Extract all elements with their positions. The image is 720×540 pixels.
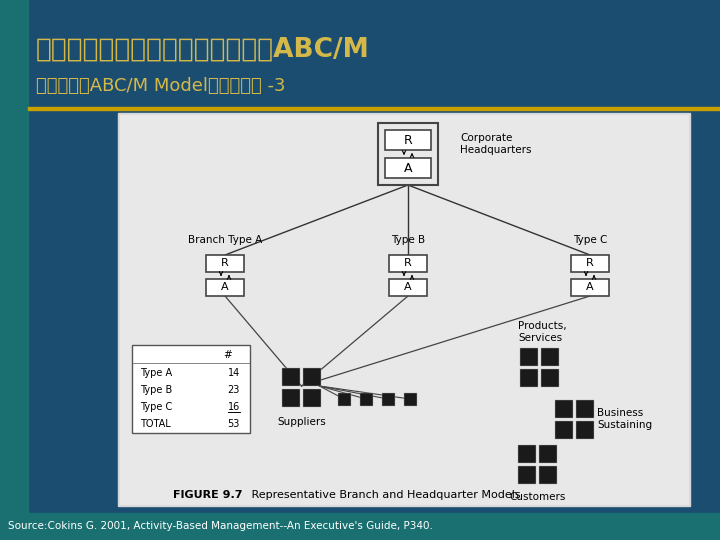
Text: Customers: Customers [509, 492, 566, 502]
Bar [378, 123, 438, 185]
Bar [385, 130, 431, 150]
Text: Suppliers: Suppliers [277, 417, 326, 427]
Bar [389, 279, 427, 296]
Bar [518, 466, 536, 484]
Bar [541, 369, 559, 387]
Bar [338, 393, 351, 406]
Text: R: R [404, 259, 412, 268]
Bar [382, 393, 395, 406]
Text: Branch Type A: Branch Type A [188, 235, 262, 245]
Text: TOTAL: TOTAL [140, 419, 171, 429]
Text: Type B: Type B [140, 385, 172, 395]
Text: 特殊個案的ABC/M Model設計與架構 -3: 特殊個案的ABC/M Model設計與架構 -3 [36, 77, 286, 95]
Text: Source:Cokins G. 2001, Activity-Based Management--An Executive's Guide, P340.: Source:Cokins G. 2001, Activity-Based Ma… [8, 521, 433, 531]
Bar [360, 393, 373, 406]
Text: Type A: Type A [140, 368, 172, 378]
Text: Representative Branch and Headquarter Models: Representative Branch and Headquarter Mo… [241, 490, 521, 500]
Bar [385, 158, 431, 178]
Bar [555, 421, 573, 439]
Bar [404, 393, 417, 406]
Bar [541, 348, 559, 366]
Text: A: A [586, 282, 594, 293]
Bar [303, 389, 321, 407]
Bar [571, 279, 609, 296]
Text: R: R [221, 259, 229, 268]
Text: Type C: Type C [573, 235, 607, 245]
Bar [206, 279, 244, 296]
Bar [206, 255, 244, 272]
Text: 23: 23 [228, 385, 240, 395]
Bar [518, 445, 536, 463]
Bar [520, 369, 538, 387]
Bar [282, 389, 300, 407]
Bar [0, 0, 28, 540]
Bar [539, 445, 557, 463]
Text: Business
Sustaining: Business Sustaining [597, 408, 652, 430]
Text: Type B: Type B [391, 235, 425, 245]
Bar [0, 513, 720, 540]
Bar [571, 255, 609, 272]
Text: #: # [224, 350, 233, 360]
Bar [539, 466, 557, 484]
Text: A: A [404, 161, 413, 174]
Text: 第九章：透過快速複製模組法實施ABC/M: 第九章：透過快速複製模組法實施ABC/M [36, 37, 370, 63]
Text: Products,
Services: Products, Services [518, 321, 567, 343]
Bar [282, 368, 300, 386]
Text: A: A [404, 282, 412, 293]
Bar [576, 400, 594, 418]
Text: R: R [586, 259, 594, 268]
Text: Type C: Type C [140, 402, 172, 412]
Bar [520, 348, 538, 366]
Text: R: R [404, 133, 413, 146]
Text: 16: 16 [228, 402, 240, 412]
Text: A: A [221, 282, 229, 293]
Bar [303, 368, 321, 386]
Bar [132, 345, 250, 433]
Text: 14: 14 [228, 368, 240, 378]
Bar [118, 113, 690, 506]
Text: 53: 53 [228, 419, 240, 429]
Bar [28, 107, 720, 110]
Bar [555, 400, 573, 418]
Text: Corporate
Headquarters: Corporate Headquarters [460, 133, 531, 155]
Bar [120, 115, 688, 504]
Bar [389, 255, 427, 272]
Text: FIGURE 9.7: FIGURE 9.7 [173, 490, 243, 500]
Bar [576, 421, 594, 439]
